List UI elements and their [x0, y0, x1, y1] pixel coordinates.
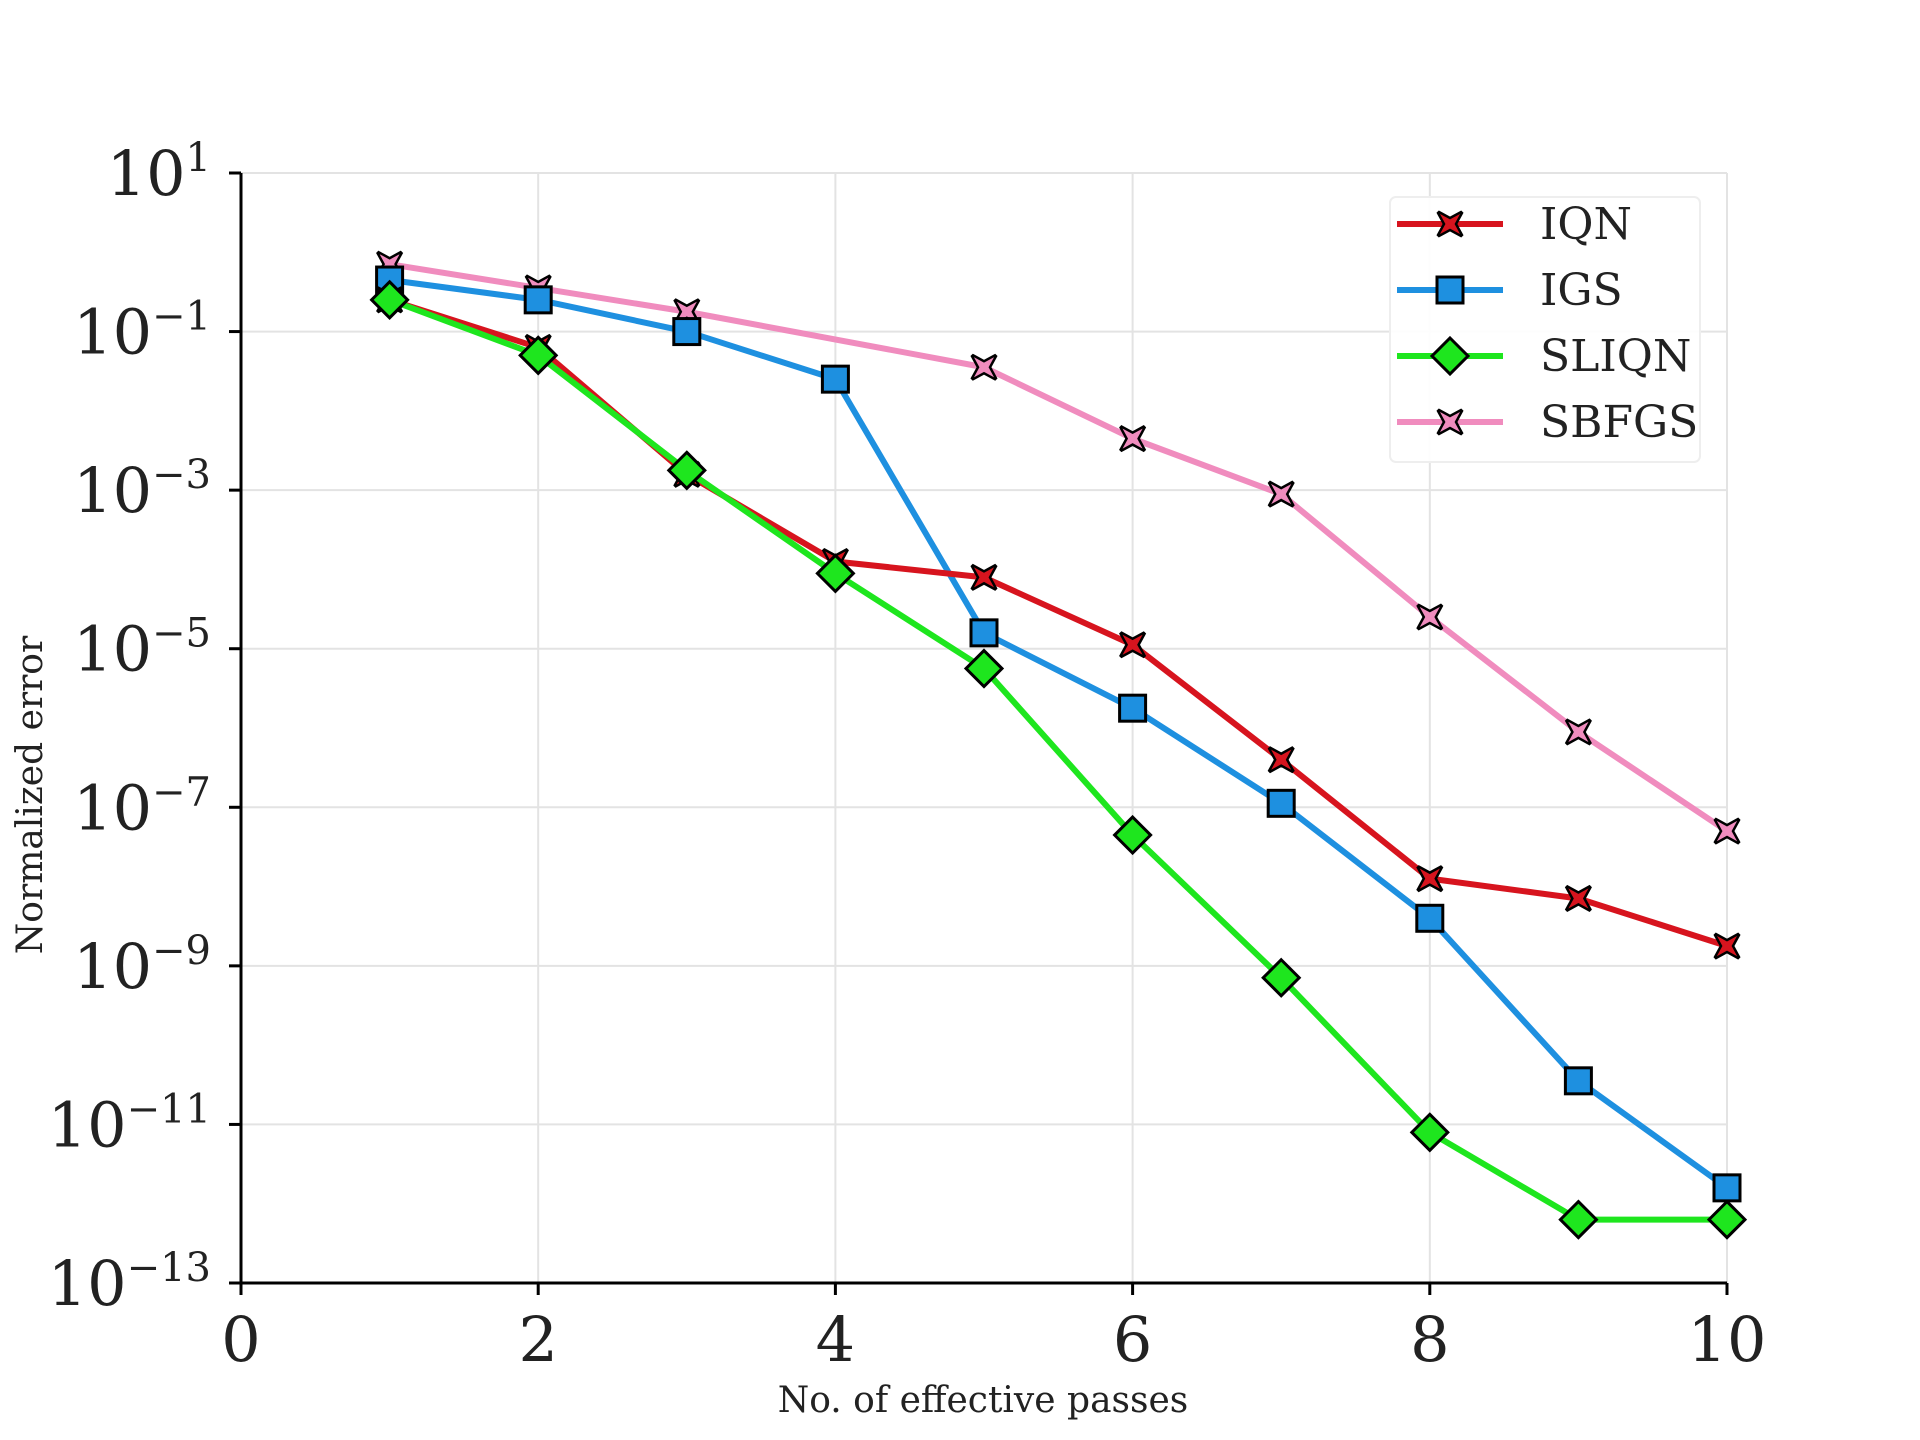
- y-tick-label: 10−9: [73, 928, 211, 1003]
- legend-label-sbfgs: SBFGS: [1540, 397, 1698, 448]
- data-point-igs: [672, 317, 702, 347]
- data-point-igs: [1563, 1066, 1593, 1096]
- data-point-iqn: [1119, 631, 1147, 659]
- x-tick-label: 0: [221, 1303, 260, 1376]
- data-point-sliqn: [1261, 957, 1302, 998]
- data-point-igs: [1266, 788, 1296, 818]
- legend-label-sliqn: SLIQN: [1540, 331, 1691, 382]
- y-tick-label: 10−1: [73, 294, 211, 369]
- series-line-igs: [389, 277, 1729, 1191]
- x-tick-label: 10: [1688, 1303, 1767, 1376]
- axes: [229, 171, 1729, 1295]
- data-point-sliqn: [518, 335, 559, 376]
- data-point-sliqn: [1112, 814, 1153, 856]
- data-point-sliqn: [1409, 1112, 1450, 1153]
- data-point-sbfgs: [1267, 480, 1295, 508]
- tick-labels: 0 2 4 6 8 10 101 10−1 10−3 10−5 10−7 10−9 10−11 10−13: [48, 135, 1767, 1376]
- legend-marker-igs: [1435, 275, 1465, 305]
- data-point-igs: [1415, 903, 1445, 933]
- data-point-igs: [1712, 1173, 1742, 1203]
- y-tick-label: 10−11: [48, 1086, 211, 1161]
- y-axis-label: Normalized error: [10, 635, 51, 954]
- data-point-igs: [1118, 693, 1148, 723]
- data-point-iqn: [1564, 884, 1592, 913]
- x-tick-label: 2: [518, 1303, 557, 1376]
- data-point-sbfgs: [1416, 603, 1444, 631]
- data-point-sliqn: [963, 648, 1005, 689]
- data-point-sbfgs: [1119, 425, 1147, 453]
- data-point-iqn: [1416, 865, 1444, 893]
- data-point-sliqn: [1706, 1199, 1748, 1240]
- x-tick-label: 8: [1410, 1303, 1449, 1376]
- legend-marker-sliqn: [1429, 335, 1471, 377]
- legend-marker-iqn: [1436, 210, 1464, 238]
- legend-label-igs: IGS: [1540, 265, 1623, 316]
- data-point-sliqn: [815, 553, 856, 594]
- series-sliqn: [369, 279, 1748, 1240]
- data-point-iqn: [970, 563, 998, 591]
- series-layer: [369, 250, 1748, 1240]
- data-point-igs: [820, 364, 850, 394]
- x-axis-label: No. of effective passes: [778, 1380, 1189, 1421]
- series-line-sliqn: [388, 297, 1727, 1223]
- legend-entry-igs: IGS: [1397, 265, 1623, 316]
- x-tick-label: 4: [816, 1303, 855, 1376]
- legend-entry-sbfgs: SBFGS: [1397, 397, 1698, 448]
- legend-marker-sbfgs: [1436, 408, 1464, 436]
- data-point-sliqn: [666, 450, 707, 491]
- series-igs: [375, 265, 1742, 1203]
- data-point-iqn: [1267, 746, 1295, 774]
- legend-box: [1389, 196, 1701, 463]
- data-point-igs: [523, 285, 553, 315]
- data-point-sliqn: [369, 279, 410, 320]
- y-tick-label: 10−5: [73, 611, 211, 686]
- data-point-sbfgs: [1713, 817, 1741, 845]
- data-point-sliqn: [1558, 1199, 1599, 1240]
- legend-label-iqn: IQN: [1540, 199, 1632, 250]
- y-tick-label: 10−7: [73, 769, 211, 844]
- data-point-sbfgs: [970, 353, 998, 381]
- x-tick-label: 6: [1113, 1303, 1152, 1376]
- data-point-sbfgs: [1564, 718, 1592, 746]
- data-point-igs: [969, 618, 999, 648]
- data-point-iqn: [1713, 932, 1741, 960]
- y-tick-label: 10−3: [73, 452, 211, 527]
- legend: IQN IGS SLIQN SBFGS: [1389, 196, 1701, 463]
- legend-entry-sliqn: SLIQN: [1397, 331, 1691, 382]
- legend-entry-iqn: IQN: [1397, 199, 1632, 250]
- y-tick-label: 101: [107, 135, 211, 210]
- y-tick-label: 10−13: [48, 1245, 211, 1320]
